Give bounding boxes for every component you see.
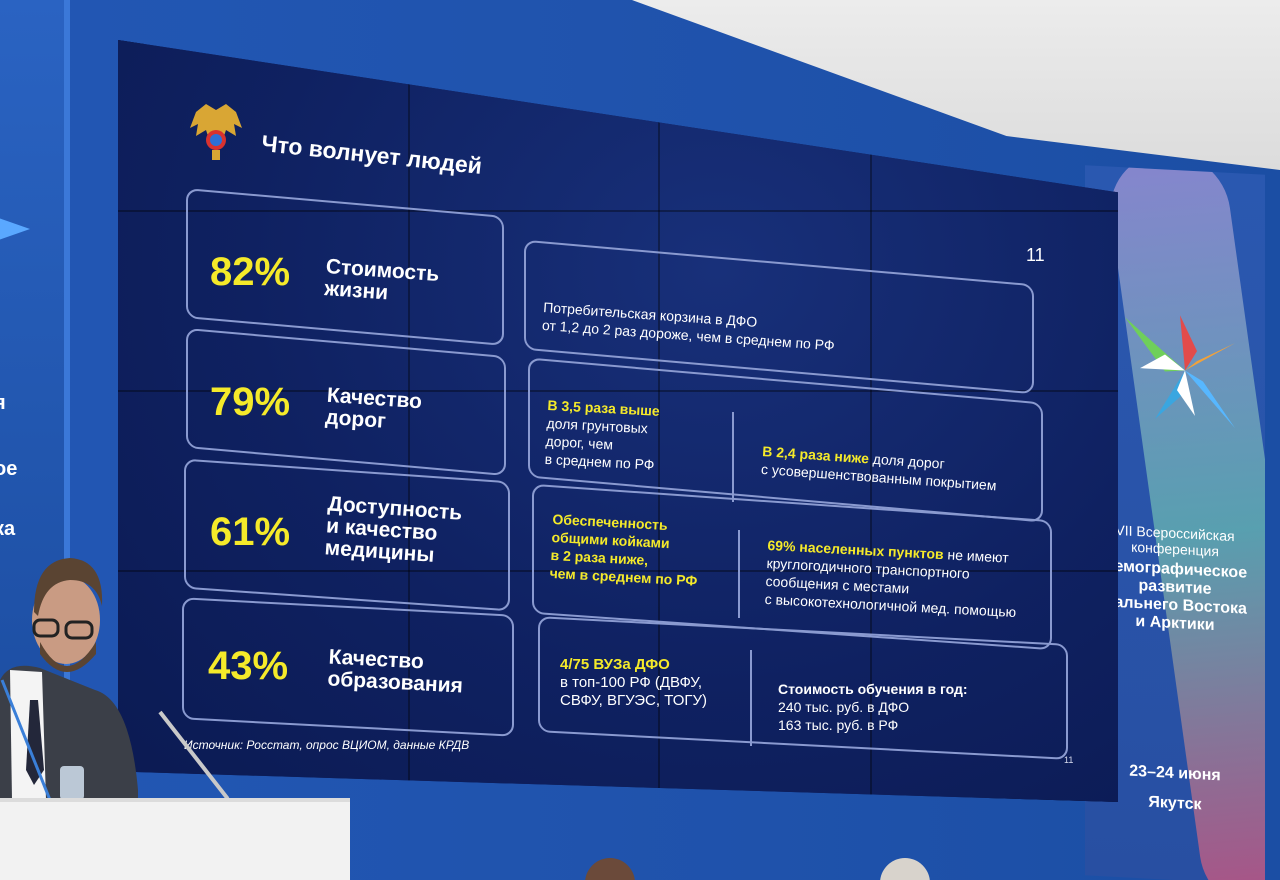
page-number-small: 11 [1064, 755, 1074, 765]
stat-label: Качество дорог [325, 384, 423, 436]
fact-text: Обеспеченность общими койками в 2 раза н… [549, 510, 700, 590]
stat-label: Качество образования [327, 645, 465, 697]
coat-of-arms-icon [190, 104, 242, 160]
fact-text: В 3,5 раза выше доля грунтовых дорог, че… [544, 396, 660, 474]
stat-percent: 61% [210, 510, 291, 554]
card-divider [732, 412, 734, 502]
fact-line: не имеют [947, 546, 1010, 566]
card-divider [738, 530, 740, 618]
card-divider [750, 650, 752, 746]
fact-line: СВФУ, ВГУЭС, ТОГУ) [560, 692, 708, 709]
slide-source: Источник: Росстат, опрос ВЦИОМ, данные К… [184, 738, 470, 752]
conference-banner: VII Всероссийская конференция Демографич… [1085, 165, 1265, 880]
fact-highlight: Стоимость обучения в год: [778, 681, 968, 697]
presentation-slide: Что волнует людей 11 82% Стоимость жизни… [118, 40, 1118, 802]
fact-line: 163 тыс. руб. в РФ [778, 717, 899, 733]
stat-percent: 82% [210, 250, 291, 294]
audience-head [585, 858, 635, 880]
fact-line: 240 тыс. руб. в ДФО [778, 699, 910, 715]
stat-percent: 43% [208, 644, 289, 688]
left-banner-fragment: я [0, 392, 6, 415]
podium [0, 798, 350, 880]
left-banner-fragment: ое [0, 458, 18, 480]
stat-percent: 79% [210, 380, 291, 424]
slide-title: Что волнует людей [260, 130, 484, 180]
left-banner-fragment: ка [0, 518, 16, 540]
stat-label: Стоимость жизни [324, 255, 440, 308]
speaker-person [0, 558, 138, 800]
fact-text: 69% населенных пунктов не имеют круглого… [764, 536, 1019, 621]
slide-background: Что волнует людей 11 82% Стоимость жизни… [118, 40, 1118, 802]
conference-logo-icon [1125, 315, 1235, 429]
stat-label: Доступность и качество медицины [324, 492, 463, 568]
fact-text: Стоимость обучения в год: 240 тыс. руб. … [778, 680, 968, 734]
water-bottle [60, 766, 84, 800]
fact-line: в топ-100 РФ (ДВФУ, [560, 674, 702, 691]
banner-arrow-icon [0, 215, 30, 243]
audience-head [880, 858, 930, 880]
fact-text: 4/75 ВУЗа ДФО в топ-100 РФ (ДВФУ, СВФУ, … [560, 656, 707, 710]
fact-highlight: 4/75 ВУЗа ДФО [560, 656, 670, 673]
page-number: 11 [1026, 245, 1045, 265]
